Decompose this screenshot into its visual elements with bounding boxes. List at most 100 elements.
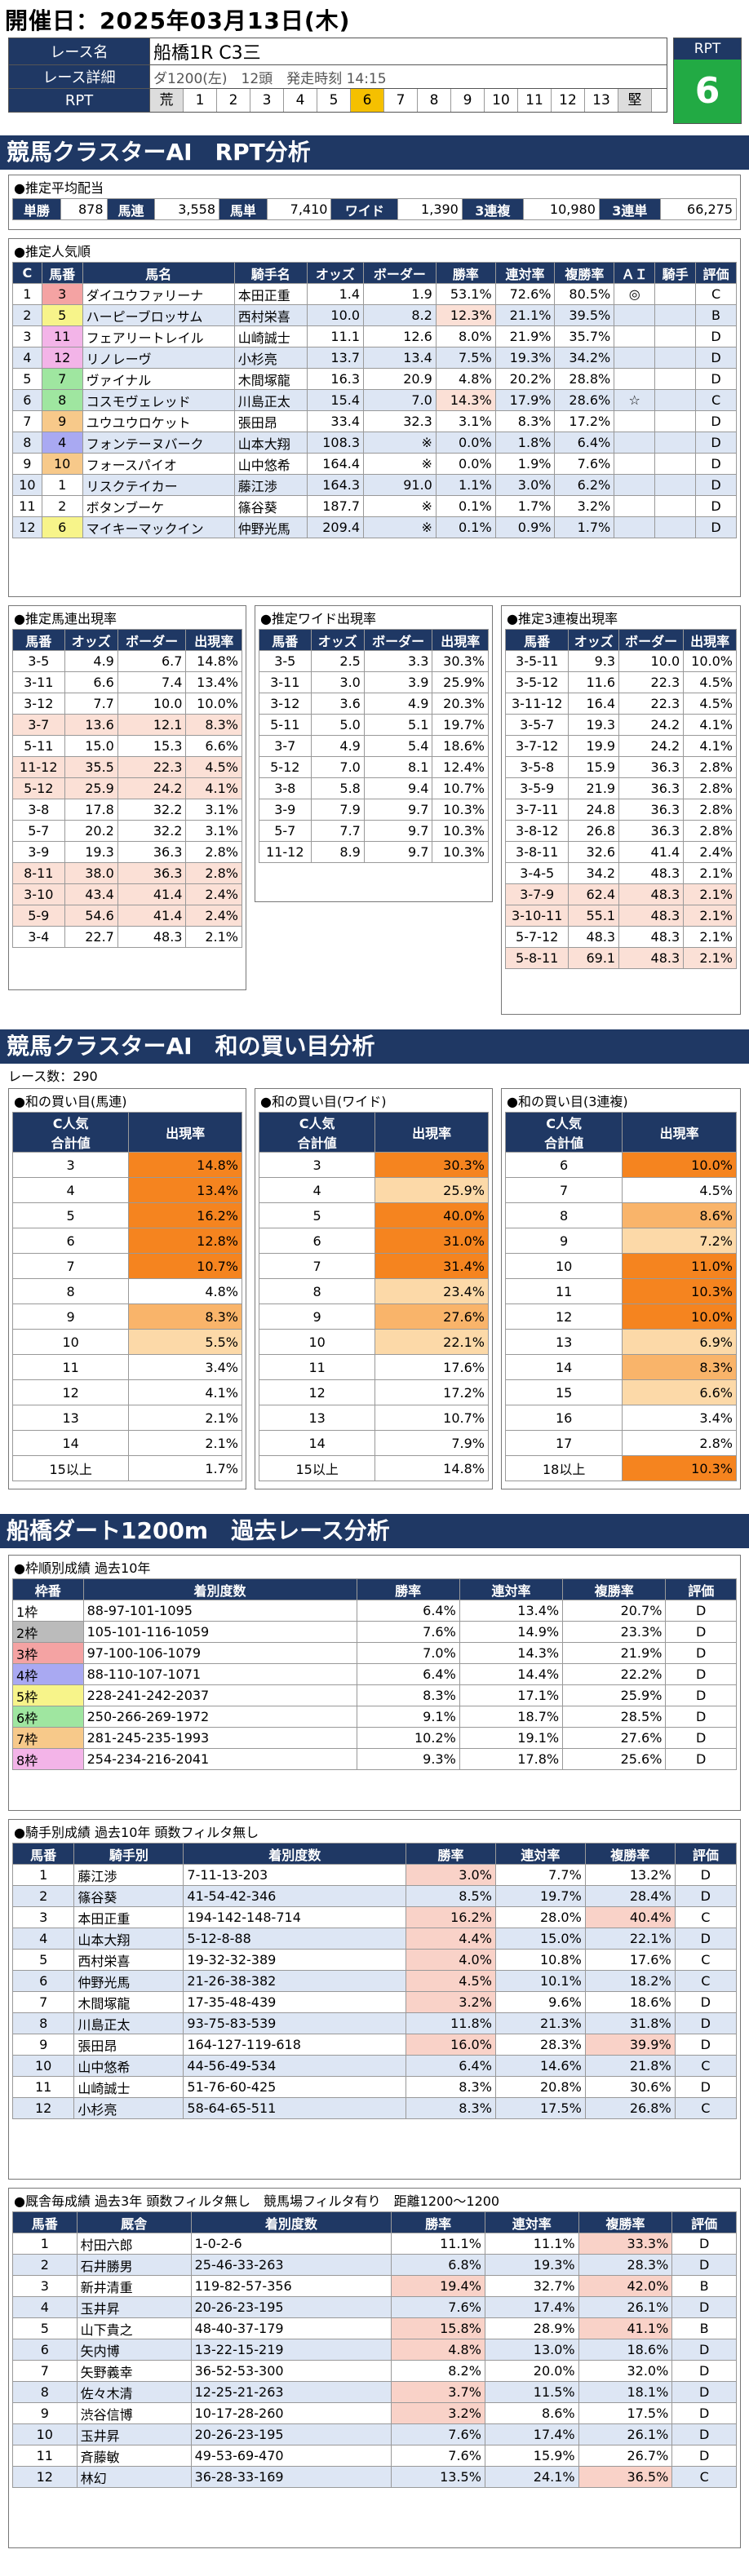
sum_umaren-cell: 2.1% — [128, 1430, 242, 1456]
popularity-cell: 6.4% — [554, 432, 615, 454]
trainer-cell: 20-26-23-195 — [190, 2296, 392, 2318]
jockey-cell: 16.2% — [406, 1906, 496, 1928]
umaren-cell: 3-10 — [12, 883, 65, 905]
popularity-cell: 8 — [12, 432, 42, 454]
trio-cell: 24.8 — [568, 799, 620, 821]
waku-cell: 20.7% — [562, 1600, 667, 1622]
trainer-cell: 24.1% — [484, 2466, 579, 2488]
umaren-cell: 24.2 — [117, 777, 187, 799]
popularity-cell: 14.3% — [435, 389, 496, 411]
trainer-cell: 32.0% — [578, 2360, 673, 2382]
umaren-cell: 4.5% — [185, 756, 242, 778]
trio-header: ボーダー — [618, 629, 685, 651]
sum_trio-row: 7 4.5% — [504, 1177, 737, 1203]
trainer-header: 連対率 — [484, 2211, 579, 2233]
popularity-row: 7 9 ユウユウロケット 張田昂 33.4 32.3 3.1% 8.3% 17.2% D — [12, 410, 737, 432]
trainer-cell: 20.0% — [484, 2360, 579, 2382]
popularity-cell: 山本大翔 — [233, 432, 308, 454]
sum_wide-row: 5 40.0% — [258, 1202, 489, 1228]
trio-cell: 2.4% — [683, 841, 737, 863]
popularity-cell: 17.9% — [494, 389, 556, 411]
wide-row: 5-7 7.7 9.7 10.3% — [259, 820, 489, 842]
jockey-row: 2 篠谷葵 41-54-42-346 8.5% 19.7% 28.4% D — [11, 1885, 738, 1907]
rpt-scale-cell: 5 — [317, 89, 351, 112]
trainer-cell: D — [671, 2233, 737, 2255]
wide-row: 3-12 3.6 4.9 20.3% — [259, 693, 489, 715]
waku-cell: D — [665, 1642, 737, 1664]
popularity-cell: ☆ — [614, 389, 656, 411]
jockey-cell: 小杉亮 — [73, 2097, 184, 2119]
wide-row: 5-11 5.0 5.1 19.7% — [259, 714, 489, 736]
trio-cell: 4.1% — [683, 735, 737, 757]
umaren-cell: 5-11 — [12, 735, 65, 757]
umaren-cell: 14.8% — [185, 650, 242, 672]
jockey-cell: 164-127-119-618 — [183, 2034, 407, 2056]
sum_trio-cell: 17 — [504, 1430, 623, 1456]
trainer-cell: 28.9% — [484, 2317, 579, 2339]
jockey-cell: 6.4% — [406, 2055, 496, 2077]
waku-cell: 4枠 — [12, 1663, 84, 1685]
popularity-cell: 11 — [12, 495, 42, 517]
sum_wide-row: 4 25.9% — [258, 1177, 489, 1203]
jockey-cell: 9 — [11, 2034, 75, 2056]
trainer-cell: D — [671, 2381, 737, 2403]
trainer-cell: 32.7% — [484, 2275, 579, 2297]
popularity-cell: 8.3% — [494, 410, 556, 432]
trio-cell: 2.8% — [683, 820, 737, 842]
umaren-cell: 12.1 — [117, 714, 187, 736]
popularity-cell: D — [695, 325, 737, 347]
umaren-cell: 32.2 — [117, 799, 187, 821]
sum_trio-cell: 4.5% — [622, 1177, 737, 1203]
popularity-cell — [654, 516, 697, 538]
waku-header: 連対率 — [459, 1578, 564, 1600]
waku-cell: 254-234-216-2041 — [82, 1748, 357, 1770]
sum_trio-cell: 10.3% — [622, 1278, 737, 1304]
trainer-cell: 18.6% — [578, 2339, 673, 2361]
popularity-caption: ●推定人気順 — [14, 244, 91, 259]
popularity-cell: 3 — [41, 283, 83, 305]
popularity-cell: 8.2 — [363, 304, 437, 326]
trio-cell: 3-7-12 — [504, 735, 570, 757]
umaren-cell: 7.7 — [64, 693, 118, 715]
trio-cell: 3-5-11 — [504, 650, 570, 672]
wide-cell: 10.7% — [432, 777, 489, 799]
trainer-cell: 4.8% — [391, 2339, 485, 2361]
popularity-row: 6 8 コスモヴェレッド 川島正太 15.4 7.0 14.3% 17.9% 28.6% ☆ C — [12, 389, 737, 411]
trainer-cell: 5 — [12, 2317, 78, 2339]
waku-cell: 25.9% — [562, 1684, 667, 1706]
umaren-cell: 3-4 — [12, 926, 65, 948]
trainer-cell: B — [671, 2275, 737, 2297]
waku-cell: 19.1% — [459, 1727, 564, 1749]
sum_wide-cell: 22.1% — [374, 1329, 489, 1355]
trainer-box: ●厩舎毎成績 過去3年 頭数フィルタ無し 競馬場フィルタ有り 距離1200〜12… — [8, 2188, 741, 2548]
rpt-scale-cell: 6 — [351, 89, 384, 112]
jockey-cell: 39.9% — [584, 2034, 676, 2056]
rpt-scale-cell: 8 — [418, 89, 451, 112]
waku-header-row: 枠番 着別度数 勝率 連対率 複勝率 評価 — [12, 1578, 737, 1600]
jockey-cell: 21.8% — [584, 2055, 676, 2077]
umaren-cell: 7.4 — [117, 671, 187, 693]
wide-cell: 9.4 — [363, 777, 433, 799]
jockey-row: 6 仲野光馬 21-26-38-382 4.5% 10.1% 18.2% C — [11, 1970, 738, 1992]
trainer-cell: 10-17-28-260 — [190, 2402, 392, 2424]
payout-value: 878 — [60, 198, 108, 220]
wide-cell: 3.3 — [363, 650, 433, 672]
trainer-cell: 8 — [12, 2381, 78, 2403]
popularity-cell: 4.8% — [435, 368, 496, 390]
sum_trio-row: 15 6.6% — [504, 1379, 737, 1405]
waku-cell: 23.3% — [562, 1621, 667, 1643]
trainer-cell: 石井勝男 — [76, 2254, 192, 2276]
trainer-cell: C — [671, 2466, 737, 2488]
jockey-cell: 3.0% — [406, 1864, 496, 1886]
trainer-row: 10 玉井昇 20-26-23-195 7.6% 17.4% 26.1% D — [12, 2423, 737, 2445]
jockey-box: ●騎手別成績 過去10年 頭数フィルタ無し 馬番 騎手別 着別度数 勝率 連対率 複勝率評… — [8, 1819, 741, 2180]
jockey-cell: D — [674, 1991, 738, 2013]
popularity-cell — [654, 368, 697, 390]
popularity-cell: 4 — [41, 432, 83, 454]
jockey-cell: 17.5% — [494, 2097, 586, 2119]
payout-label: 単勝 — [12, 198, 61, 220]
payout-table: 単勝 878 馬連 3,558 馬単 7,410 ワイド 1,390 3連複 10,980 3連単 6… — [12, 198, 738, 220]
wide-cell: 5-12 — [259, 756, 312, 778]
trio-cell: 19.3 — [568, 714, 620, 736]
wide-row: 3-9 7.9 9.7 10.3% — [259, 799, 489, 821]
